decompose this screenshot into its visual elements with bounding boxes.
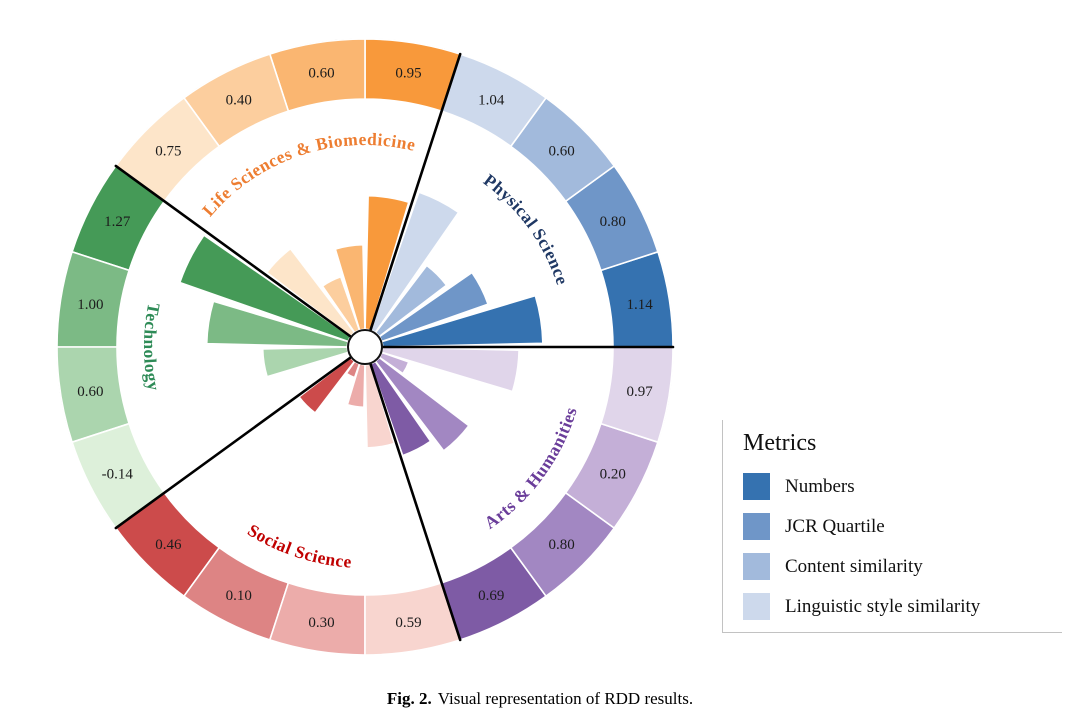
ring-segment: [182, 53, 290, 148]
ring-segment: [440, 53, 548, 148]
ring-segment: [599, 346, 674, 444]
ring-value-label: 0.20: [600, 466, 626, 482]
metrics-legend: Metrics Numbers JCR Quartile Content sim…: [722, 420, 1062, 633]
sector-title-text: Social Science: [244, 520, 352, 572]
ring-segment: [364, 581, 462, 656]
sector-divider: [368, 361, 462, 642]
sector-divider: [114, 164, 353, 339]
ring-value-label: -0.14: [102, 466, 134, 482]
center-hole: [347, 329, 383, 365]
ring-value-label: 1.14: [626, 297, 653, 313]
ring-value-label: 1.00: [77, 297, 103, 313]
figure-caption: Fig. 2. Visual representation of RDD resu…: [0, 689, 1080, 709]
sector-divider: [368, 52, 462, 333]
legend-label-numbers: Numbers: [785, 475, 855, 497]
legend-swatch-jcr-quartile: [743, 513, 770, 540]
ring-segment: [71, 422, 166, 530]
ring-value-label: 0.60: [548, 144, 574, 160]
ring-value-label: 0.80: [548, 537, 574, 553]
sector-title: Social Science: [244, 520, 352, 572]
legend-item-jcr-quartile: JCR Quartile: [743, 513, 1062, 540]
legend-swatch-content-similarity: [743, 553, 770, 580]
metric-bar: [298, 357, 355, 414]
legend-item-content-similarity: Content similarity: [743, 553, 1062, 580]
caption-text: Visual representation of RDD results.: [437, 689, 694, 708]
ring-segment: [56, 346, 131, 444]
chart-area: 1.14 0.80 0.60 1.04 Physical Science 0.95 0.60…: [31, 13, 699, 681]
legend-swatch-numbers: [743, 473, 770, 500]
ring-value-label: 0.60: [308, 66, 334, 82]
sector-title: Technology: [140, 302, 164, 393]
legend-item-linguistic-style-similarity: Linguistic style similarity: [743, 593, 1062, 620]
ring-segment: [268, 581, 366, 656]
legend-item-numbers: Numbers: [743, 473, 1062, 500]
ring-value-label: 0.69: [478, 588, 504, 604]
ring-value-label: 0.46: [155, 537, 182, 553]
ring-segment: [564, 164, 659, 272]
legend-swatch-linguistic-style-similarity: [743, 593, 770, 620]
ring-value-label: 0.40: [226, 93, 252, 109]
ring-value-label: 1.04: [478, 93, 505, 109]
ring-segment: [56, 250, 131, 348]
ring-value-label: 1.27: [104, 214, 131, 230]
ring-segment: [509, 491, 616, 598]
ring-value-label: 0.75: [155, 144, 181, 160]
legend-label-linguistic-style-similarity: Linguistic style similarity: [785, 595, 981, 617]
ring-value-label: 0.10: [226, 588, 252, 604]
ring-segment: [268, 38, 366, 113]
ring-value-label: 0.59: [395, 615, 421, 631]
legend-label-content-similarity: Content similarity: [785, 555, 923, 577]
ring-segment: [114, 96, 221, 203]
sector-title-text: Technology: [140, 302, 164, 393]
caption-label: Fig. 2.: [386, 689, 432, 708]
ring-value-label: 0.95: [395, 66, 421, 82]
ring-value-label: 0.30: [308, 615, 334, 631]
ring-segment: [564, 422, 659, 530]
legend-label-jcr-quartile: JCR Quartile: [785, 515, 885, 537]
ring-segment: [509, 96, 616, 203]
ring-value-label: 0.60: [77, 384, 103, 400]
ring-value-label: 0.80: [600, 214, 626, 230]
ring-value-label: 0.97: [626, 384, 653, 400]
ring-segment: [182, 546, 290, 641]
legend-title: Metrics: [743, 430, 817, 456]
sector-divider: [114, 355, 353, 530]
